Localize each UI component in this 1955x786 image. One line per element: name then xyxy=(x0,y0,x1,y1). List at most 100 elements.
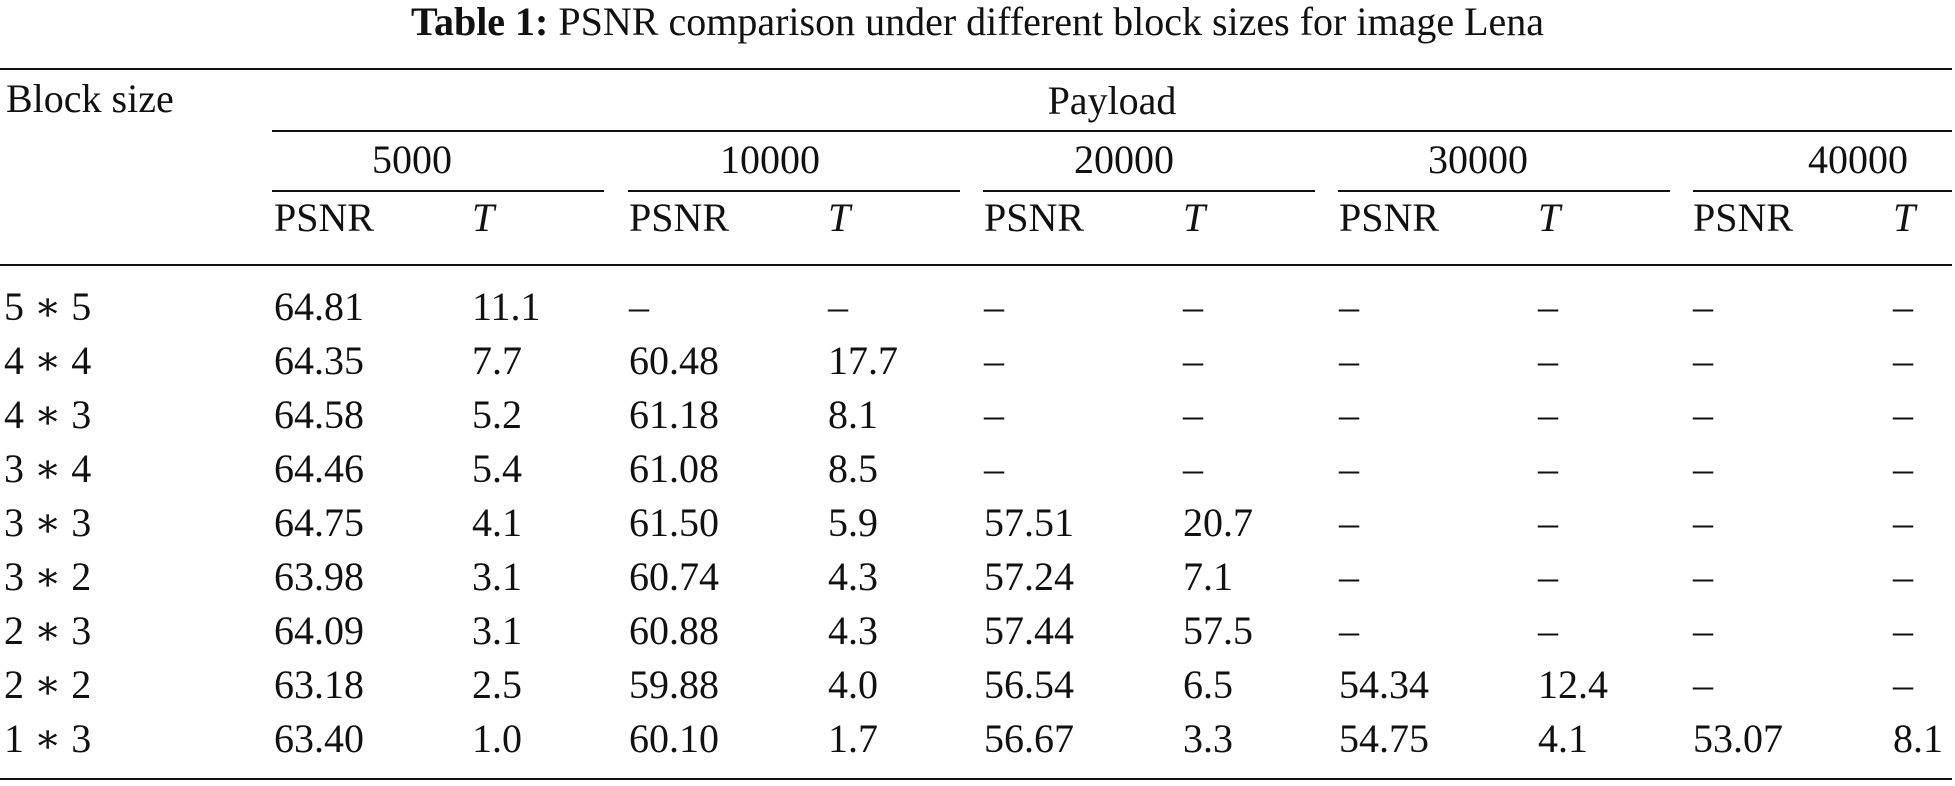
payload-group-rule-1 xyxy=(272,190,604,192)
payload-value-header: 10000 xyxy=(720,137,820,182)
header-rule xyxy=(0,264,1952,266)
block-size-cell: 2 ∗ 3 xyxy=(4,608,92,653)
table-cell: – xyxy=(1339,608,1359,653)
table-cell: – xyxy=(984,392,1004,437)
table-cell: – xyxy=(1893,338,1913,383)
top-rule xyxy=(0,68,1952,70)
table-cell: 60.10 xyxy=(629,716,719,761)
table-cell: 64.46 xyxy=(274,446,364,491)
table-cell: – xyxy=(1893,500,1913,545)
table-cell: 5.9 xyxy=(828,500,878,545)
table-cell: – xyxy=(1693,554,1713,599)
table-cell: – xyxy=(1893,662,1913,707)
table-cell: 64.75 xyxy=(274,500,364,545)
block-size-cell: 3 ∗ 3 xyxy=(4,500,92,545)
payload-group-rule-2 xyxy=(628,190,960,192)
block-size-cell: 1 ∗ 3 xyxy=(4,716,92,761)
table-cell: 6.5 xyxy=(1183,662,1233,707)
table-cell: – xyxy=(984,446,1004,491)
table-cell: 12.4 xyxy=(1538,662,1608,707)
psnr-subheader: PSNR xyxy=(1339,195,1440,240)
table-cell: – xyxy=(984,284,1004,329)
table-cell: – xyxy=(1339,392,1359,437)
table-cell: – xyxy=(1183,446,1203,491)
block-size-header: Block size xyxy=(6,76,174,121)
block-size-cell: 2 ∗ 2 xyxy=(4,662,92,707)
table-cell: – xyxy=(1693,392,1713,437)
block-size-cell: 3 ∗ 2 xyxy=(4,554,92,599)
table-cell: – xyxy=(1183,392,1203,437)
table-cell: 56.54 xyxy=(984,662,1074,707)
table-cell: 64.09 xyxy=(274,608,364,653)
table-cell: – xyxy=(1693,446,1713,491)
t-subheader: T xyxy=(1183,195,1206,240)
table-cell: 64.35 xyxy=(274,338,364,383)
table-cell: 64.81 xyxy=(274,284,364,329)
table-cell: 61.50 xyxy=(629,500,719,545)
table-cell: – xyxy=(1693,338,1713,383)
table-cell: 4.1 xyxy=(472,500,522,545)
payload-group-rule-3 xyxy=(983,190,1315,192)
table-cell: 1.7 xyxy=(828,716,878,761)
table-cell: 56.67 xyxy=(984,716,1074,761)
psnr-subheader: PSNR xyxy=(1693,195,1794,240)
payload-value-header: 5000 xyxy=(372,137,452,182)
table-cell: 3.1 xyxy=(472,608,522,653)
psnr-subheader: PSNR xyxy=(984,195,1085,240)
table-cell: – xyxy=(1538,500,1558,545)
table-cell: 3.3 xyxy=(1183,716,1233,761)
table-cell: 60.74 xyxy=(629,554,719,599)
table-cell: 7.7 xyxy=(472,338,522,383)
bottom-rule xyxy=(0,778,1952,780)
table-caption: Table 1: PSNR comparison under different… xyxy=(0,0,1955,44)
table-cell: – xyxy=(1339,500,1359,545)
t-subheader: T xyxy=(828,195,851,240)
t-subheader: T xyxy=(1538,195,1561,240)
table-cell: 8.1 xyxy=(828,392,878,437)
table-cell: – xyxy=(629,284,649,329)
table-cell: 63.98 xyxy=(274,554,364,599)
psnr-subheader: PSNR xyxy=(629,195,730,240)
payload-value-header: 20000 xyxy=(1074,137,1174,182)
table-cell: – xyxy=(1538,554,1558,599)
table-cell: – xyxy=(984,338,1004,383)
block-size-cell: 5 ∗ 5 xyxy=(4,284,92,329)
caption-text: PSNR comparison under different block si… xyxy=(548,0,1545,44)
table-cell: 60.48 xyxy=(629,338,719,383)
table-cell: – xyxy=(1893,392,1913,437)
table-cell: – xyxy=(1693,662,1713,707)
table-cell: 54.34 xyxy=(1339,662,1429,707)
payload-group-rule-4 xyxy=(1338,190,1670,192)
table-cell: 60.88 xyxy=(629,608,719,653)
table-cell: 4.3 xyxy=(828,608,878,653)
payload-value-header: 30000 xyxy=(1428,137,1528,182)
table-cell: – xyxy=(1183,284,1203,329)
table-cell: 64.58 xyxy=(274,392,364,437)
table-cell: 8.5 xyxy=(828,446,878,491)
table-cell: – xyxy=(1339,338,1359,383)
table-cell: 11.1 xyxy=(472,284,541,329)
table-cell: – xyxy=(828,284,848,329)
table-cell: 63.40 xyxy=(274,716,364,761)
table-cell: – xyxy=(1538,338,1558,383)
table-cell: 54.75 xyxy=(1339,716,1429,761)
table-cell: 57.44 xyxy=(984,608,1074,653)
table-cell: 59.88 xyxy=(629,662,719,707)
table-cell: 57.51 xyxy=(984,500,1074,545)
table-cell: – xyxy=(1538,284,1558,329)
table-cell: 5.2 xyxy=(472,392,522,437)
table-cell: – xyxy=(1893,446,1913,491)
table-cell: 61.18 xyxy=(629,392,719,437)
table-cell: 63.18 xyxy=(274,662,364,707)
table-cell: – xyxy=(1339,554,1359,599)
table-cell: 8.1 xyxy=(1893,716,1943,761)
table-cell: – xyxy=(1183,338,1203,383)
table-cell: 2.5 xyxy=(472,662,522,707)
table-cell: 4.3 xyxy=(828,554,878,599)
table-cell: – xyxy=(1693,608,1713,653)
table-cell: – xyxy=(1339,284,1359,329)
table-cell: – xyxy=(1339,446,1359,491)
table-cell: 17.7 xyxy=(828,338,898,383)
block-size-cell: 3 ∗ 4 xyxy=(4,446,92,491)
table-cell: – xyxy=(1693,284,1713,329)
